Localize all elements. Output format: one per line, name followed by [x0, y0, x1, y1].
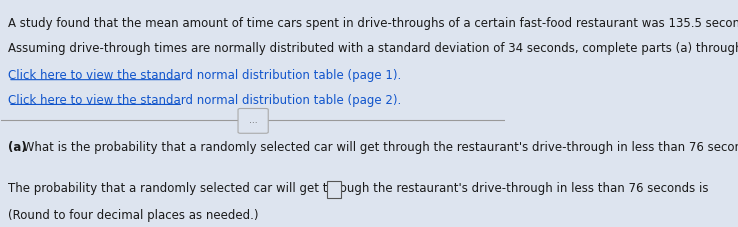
Text: Click here to view the standard normal distribution table (page 2).: Click here to view the standard normal d…: [8, 93, 401, 106]
FancyBboxPatch shape: [328, 181, 340, 198]
Text: (Round to four decimal places as needed.): (Round to four decimal places as needed.…: [8, 208, 258, 221]
Text: ...: ...: [249, 116, 258, 125]
Text: What is the probability that a randomly selected car will get through the restau: What is the probability that a randomly …: [19, 141, 738, 153]
Text: (a): (a): [8, 141, 27, 153]
FancyBboxPatch shape: [238, 109, 268, 134]
Text: Click here to view the standard normal distribution table (page 1).: Click here to view the standard normal d…: [8, 69, 401, 81]
Text: Assuming drive-through times are normally distributed with a standard deviation : Assuming drive-through times are normall…: [8, 42, 738, 55]
Text: The probability that a randomly selected car will get through the restaurant's d: The probability that a randomly selected…: [8, 181, 708, 194]
Text: A study found that the mean amount of time cars spent in drive-throughs of a cer: A study found that the mean amount of ti…: [8, 17, 738, 30]
